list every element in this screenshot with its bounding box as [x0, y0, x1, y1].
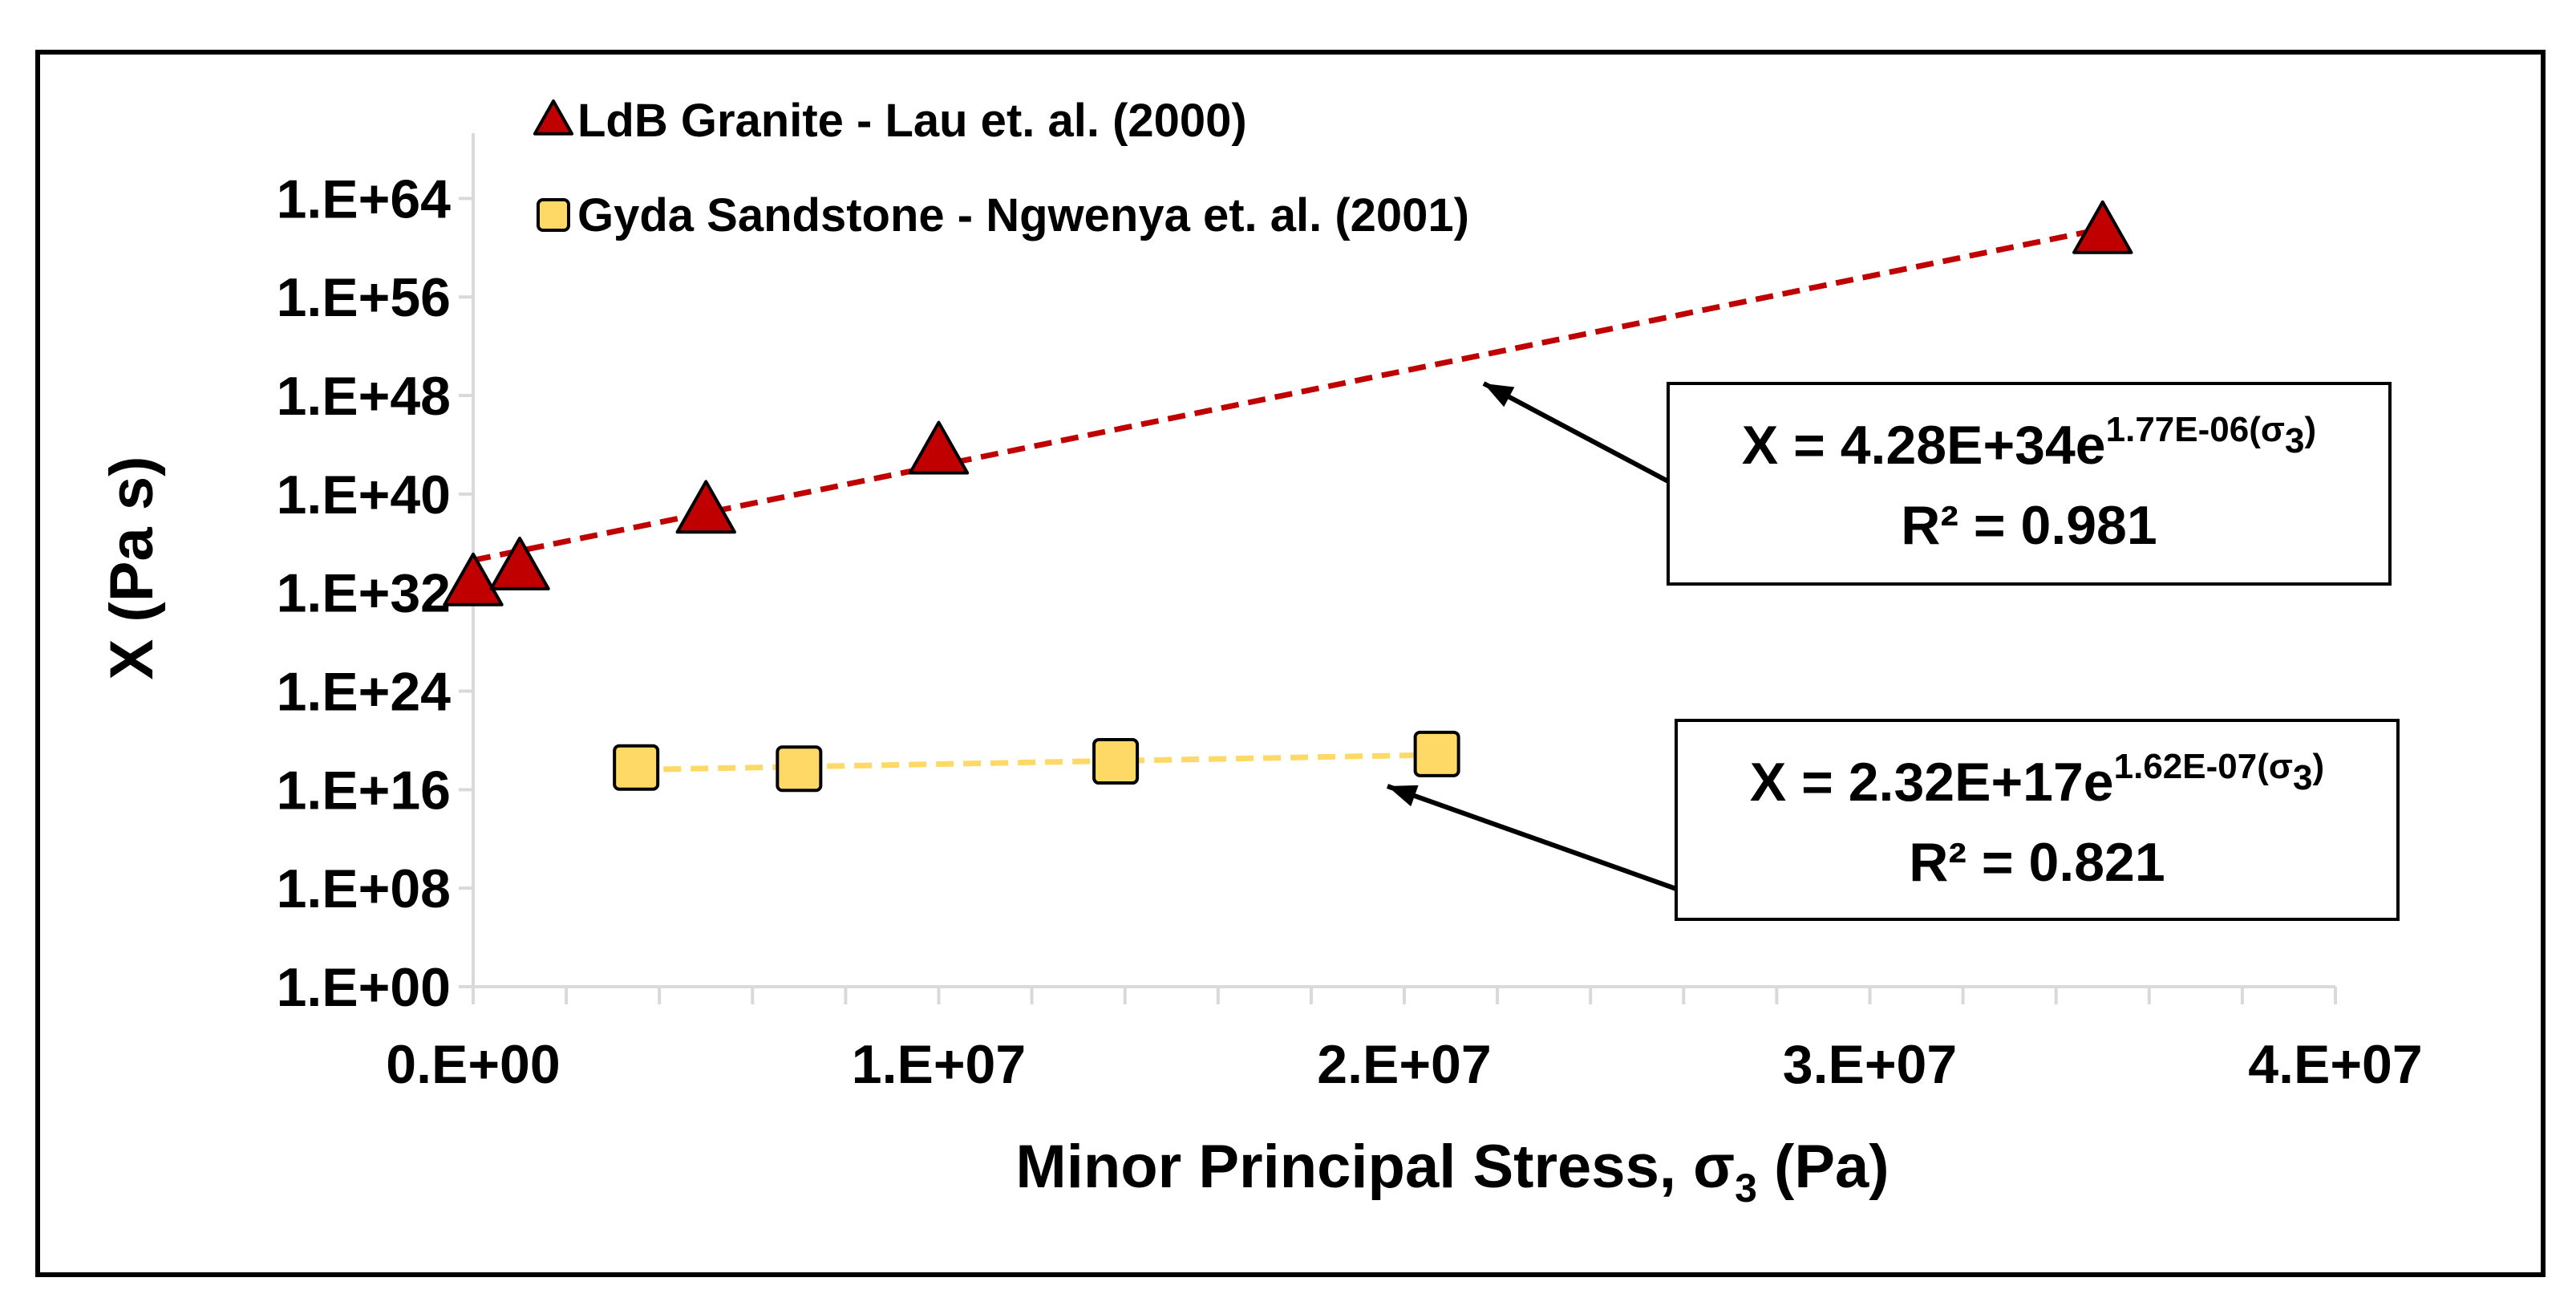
equation-exponent-close: ): [2304, 410, 2316, 449]
equation-box-sandstone: [1675, 719, 2400, 921]
data-point-granite: [2072, 200, 2133, 254]
x-tick-label: 2.E+07: [1317, 1034, 1491, 1095]
equation-exponent: 1.62E-07(σ: [2114, 747, 2293, 786]
x-tick-label: 4.E+07: [2248, 1034, 2422, 1095]
equation-exponent-close: ): [2312, 747, 2324, 786]
equation-main: X = 4.28E+34e: [1742, 415, 2106, 476]
x-axis-title-main: Minor Principal Stress, σ: [1015, 1133, 1735, 1201]
data-point-sandstone: [613, 744, 660, 791]
r-squared-sandstone: R² = 0.821: [1909, 832, 2165, 893]
y-tick-label: 1.E+24: [277, 662, 452, 723]
arrow-granite: [1482, 381, 1670, 484]
arrow-sandstone: [1386, 784, 1678, 891]
legend-label-granite: LdB Granite - Lau et. al. (2000): [577, 95, 1247, 147]
data-point-granite: [489, 536, 550, 590]
data-point-granite: [443, 552, 504, 606]
chart-frame: 1.E+00 1.E+08 1.E+16 1.E+24 1.E+32 1.E+40 1.E+…: [35, 50, 2546, 1277]
x-tick-label: 3.E+07: [1783, 1034, 1957, 1095]
y-tick-label: 1.E+40: [277, 464, 451, 525]
y-tick-label: 1.E+00: [277, 957, 451, 1018]
x-axis-title-subscript: 3: [1735, 1166, 1757, 1211]
equation-exponent-subscript: 3: [2293, 758, 2312, 797]
y-tick-label: 1.E+16: [277, 760, 451, 821]
chart: 1.E+00 1.E+08 1.E+16 1.E+24 1.E+32 1.E+40 1.E+…: [98, 95, 2423, 1211]
trendline-granite: [472, 225, 2104, 563]
equation-exponent-subscript: 3: [2285, 421, 2304, 460]
y-tick-label: 1.E+48: [277, 366, 451, 427]
legend-marker-sandstone: [537, 198, 570, 232]
legend-label-sandstone: Gyda Sandstone - Ngwenya et. al. (2001): [577, 189, 1469, 241]
y-tick-label: 1.E+56: [277, 267, 451, 328]
trendline-equation-granite: X = 4.28E+34e1.77E-06(σ3): [1742, 410, 2316, 476]
data-point-granite: [675, 480, 736, 534]
x-axis-title: Minor Principal Stress, σ3 (Pa): [1015, 1133, 1889, 1211]
data-point-sandstone: [1092, 738, 1140, 785]
r-squared-granite: R² = 0.981: [1901, 495, 2157, 556]
x-axis-title-unit: (Pa): [1757, 1133, 1889, 1201]
y-tick-label: 1.E+64: [277, 168, 452, 229]
y-tick-label: 1.E+32: [277, 563, 451, 624]
legend-marker-granite: [533, 99, 574, 136]
equation-exponent: 1.77E-06(σ: [2106, 410, 2285, 449]
equation-main: X = 2.32E+17e: [1750, 752, 2114, 813]
data-point-sandstone: [1413, 730, 1460, 777]
trendline-sandstone: [636, 752, 1437, 773]
data-point-granite: [908, 420, 970, 475]
data-point-sandstone: [776, 745, 823, 793]
x-tick-label: 0.E+00: [386, 1034, 560, 1095]
y-tick-label: 1.E+08: [277, 858, 451, 919]
trendline-equation-sandstone: X = 2.32E+17e1.62E-07(σ3): [1750, 747, 2324, 813]
arrow-head-sandstone: [1387, 785, 1419, 807]
y-axis-title: X (Pa s): [98, 456, 166, 680]
equation-box-granite: [1667, 382, 2392, 586]
x-tick-label: 1.E+07: [852, 1034, 1026, 1095]
arrow-head-granite: [1484, 383, 1515, 408]
